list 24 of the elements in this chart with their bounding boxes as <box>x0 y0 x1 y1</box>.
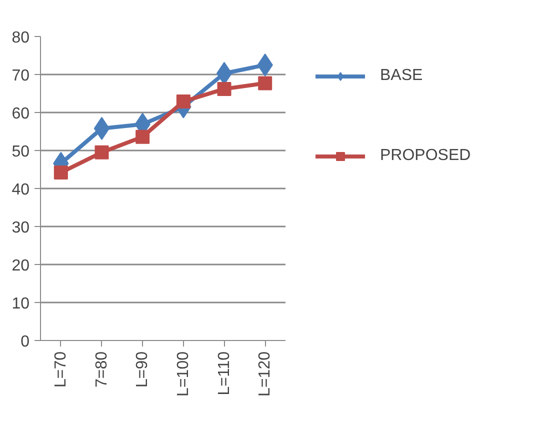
point <box>54 166 68 180</box>
y-tick-label: 50 <box>12 144 30 160</box>
x-tick-label: L=100 <box>174 351 192 396</box>
y-tick-label: 40 <box>12 182 30 198</box>
legend-label: BASE <box>380 67 424 85</box>
x-tick-label: L=110 <box>216 351 233 396</box>
y-tick-label: 10 <box>12 296 30 312</box>
x-tick-label: L=70 <box>52 351 70 388</box>
y-tick-label: 80 <box>12 30 30 46</box>
point <box>94 145 109 160</box>
x-tick-label: L=90 <box>134 351 152 388</box>
point <box>217 82 232 96</box>
point <box>94 116 110 140</box>
x-tick-label: L=120 <box>256 351 274 396</box>
point <box>176 94 190 108</box>
point <box>258 76 272 90</box>
y-tick-label: 0 <box>20 334 30 350</box>
legend-label: PROPOSED <box>380 147 471 165</box>
y-tick-label: 30 <box>12 220 30 236</box>
y-tick-label: 60 <box>12 106 30 122</box>
x-tick-label: 7=80 <box>93 351 110 388</box>
y-tick-label: 20 <box>12 258 30 274</box>
y-tick-label: 70 <box>12 68 30 84</box>
point <box>136 130 150 144</box>
